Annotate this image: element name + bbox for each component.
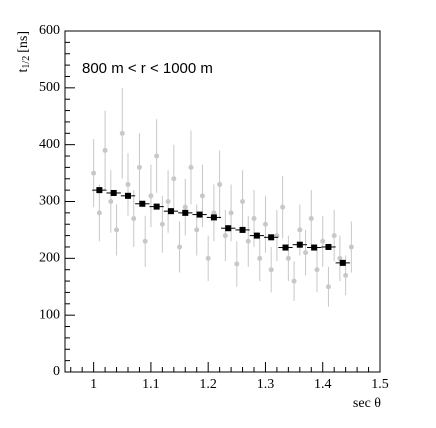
x-tick-label: 1.4	[314, 377, 332, 392]
point	[142, 238, 148, 244]
y-tick-label: 500	[39, 80, 60, 95]
y-axis-label: t1/2 [ns]	[16, 31, 32, 72]
point	[282, 244, 289, 251]
point	[125, 192, 131, 199]
point	[297, 227, 303, 233]
point	[125, 181, 131, 187]
point	[217, 181, 223, 187]
point	[139, 200, 146, 207]
point	[153, 203, 160, 210]
point	[320, 238, 326, 244]
x-axis-label: sec θ	[353, 396, 381, 411]
point	[285, 255, 291, 261]
point	[314, 267, 320, 273]
point	[296, 241, 303, 248]
point	[154, 153, 160, 159]
point	[165, 199, 171, 204]
point	[308, 216, 314, 222]
point	[225, 225, 232, 232]
point	[199, 193, 205, 199]
point	[240, 199, 246, 204]
point	[239, 226, 246, 233]
x-tick-label: 1.1	[142, 377, 160, 392]
point	[325, 243, 332, 250]
annotation: 800 m < r < 1000 m	[82, 60, 213, 77]
point	[114, 227, 120, 233]
y-tick-label: 100	[39, 307, 60, 322]
point	[325, 284, 331, 290]
point	[96, 210, 102, 216]
x-tick-label: 1.3	[257, 377, 275, 392]
point	[245, 238, 251, 244]
y-tick-label: 600	[39, 23, 60, 38]
point	[171, 176, 177, 182]
point	[131, 216, 137, 222]
x-tick-label: 1	[90, 377, 97, 392]
point	[331, 233, 337, 239]
point	[196, 211, 203, 218]
point	[211, 210, 217, 216]
point	[182, 209, 189, 216]
point	[210, 214, 217, 221]
point	[280, 204, 286, 210]
point	[311, 244, 318, 251]
point	[194, 227, 200, 233]
y-label-sub: 1/2	[21, 56, 32, 69]
point	[337, 255, 343, 261]
point	[339, 259, 346, 266]
point	[253, 232, 260, 239]
point	[102, 147, 108, 153]
point	[205, 255, 211, 261]
point	[119, 130, 125, 136]
point	[177, 244, 183, 250]
point	[228, 210, 234, 216]
point	[159, 221, 165, 227]
y-tick-label: 400	[39, 137, 60, 152]
y-tick-label: 0	[53, 364, 60, 379]
point	[91, 170, 97, 176]
point	[182, 204, 188, 210]
point	[234, 261, 240, 267]
point	[188, 164, 194, 170]
point	[268, 234, 275, 241]
plot-frame	[64, 30, 381, 373]
y-tick-label: 300	[39, 194, 60, 209]
point	[110, 189, 117, 196]
point	[108, 199, 114, 204]
point	[343, 272, 349, 278]
point	[167, 208, 174, 215]
point	[148, 193, 154, 199]
point	[262, 221, 268, 227]
point	[222, 233, 228, 239]
point	[96, 187, 103, 194]
point	[348, 244, 354, 250]
point	[303, 250, 309, 256]
point	[268, 267, 274, 273]
x-tick-label: 1.5	[371, 377, 389, 392]
y-label-unit: [ns]	[16, 31, 31, 53]
y-tick-label: 200	[39, 251, 60, 266]
x-tick-label: 1.2	[199, 377, 217, 392]
point	[291, 278, 297, 284]
point	[136, 164, 142, 170]
point	[251, 216, 257, 222]
point	[257, 255, 263, 261]
y-label-base: t	[16, 68, 31, 72]
